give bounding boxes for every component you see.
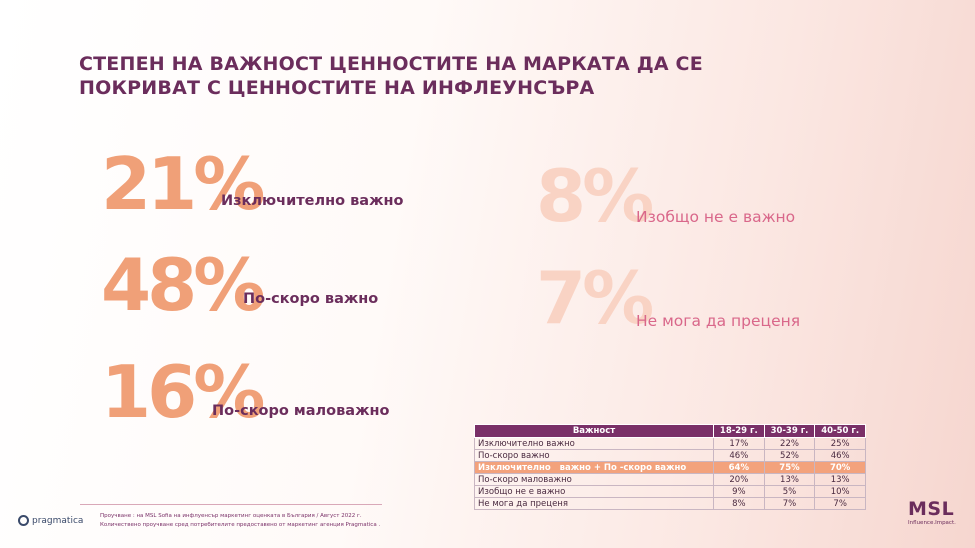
table-cell: 64% [713, 461, 765, 474]
table-header-age-18-29: 18-29 г. [713, 424, 765, 438]
table-cell: По-скоро важно [474, 449, 714, 462]
stat-cannot-judge-label: Не мога да преценя [636, 312, 801, 330]
table-row: По-скоро маловажно 20% 13% 13% [474, 473, 866, 486]
table-row-highlighted: Изключително важно + По -скоро важно 64%… [474, 461, 866, 474]
table-cell: Изключително важно [474, 437, 714, 450]
table-row: По-скоро важно 46% 52% 46% [474, 449, 866, 462]
age-breakdown-table: Важност 18-29 г. 30-39 г. 40-50 г. Изклю… [474, 424, 866, 510]
pragmatica-logo-icon [18, 515, 29, 526]
table-row: Изключително важно 17% 22% 25% [474, 437, 866, 450]
pragmatica-logo-text: pragmatica [32, 515, 84, 526]
table-cell: Изключително важно + По -скоро важно [474, 461, 714, 474]
stat-extremely-important-value: 21% [101, 142, 265, 226]
footnote-line-1: Проучване : на MSL Sofia на инфлуенсър м… [100, 513, 362, 519]
table-row: Изобщо не е важно 9% 5% 10% [474, 485, 866, 498]
table-cell: 46% [713, 449, 765, 462]
stat-not-important-label: Изобщо не е важно [636, 208, 796, 226]
footnote-divider [80, 504, 382, 505]
table-header-age-40-50: 40-50 г. [814, 424, 866, 438]
table-cell: 7% [814, 497, 866, 510]
table-cell: 25% [814, 437, 866, 450]
table-cell: 46% [814, 449, 866, 462]
table-cell: 20% [713, 473, 765, 486]
table-cell: 13% [763, 473, 815, 486]
footnote-line-2: Количествено проучване сред потребителит… [100, 522, 381, 528]
table-cell: 17% [713, 437, 765, 450]
pragmatica-logo: pragmatica [18, 515, 83, 526]
table-cell: 9% [713, 485, 765, 498]
msl-logo-tagline: Influence.Impact. [908, 520, 956, 526]
table-header-importance: Важност [474, 424, 714, 438]
table-cell: 52% [763, 449, 815, 462]
stat-cannot-judge-value: 7% [536, 256, 654, 340]
table-cell: 75% [763, 461, 815, 474]
table-cell: Изобщо не е важно [474, 485, 714, 498]
table-cell: 5% [763, 485, 815, 498]
table-header-row: Важност 18-29 г. 30-39 г. 40-50 г. [474, 424, 866, 438]
table-cell: По-скоро маловажно [474, 473, 714, 486]
table-cell: 13% [814, 473, 866, 486]
msl-logo-text: MSL [908, 498, 955, 520]
table-cell: 7% [763, 497, 815, 510]
stat-extremely-important-label: Изключително важно [221, 193, 404, 209]
msl-logo: MSL Influence.Impact. [908, 498, 956, 527]
title-line-1: СТЕПЕН НА ВАЖНОСТ ЦЕННОСТИТЕ НА МАРКАТА … [79, 53, 703, 75]
table-cell: 70% [814, 461, 866, 474]
table-header-age-30-39: 30-39 г. [763, 424, 816, 438]
stat-rather-unimportant-label: По-скоро маловажно [212, 403, 390, 419]
page-title: СТЕПЕН НА ВАЖНОСТ ЦЕННОСТИТЕ НА МАРКАТА … [79, 52, 779, 100]
stat-not-important-value: 8% [536, 154, 654, 238]
stat-rather-unimportant-value: 16% [101, 350, 265, 434]
table-cell: 8% [713, 497, 765, 510]
stat-rather-important-label: По-скоро важно [243, 291, 379, 307]
table-row: Не мога да преценя 8% 7% 7% [474, 497, 866, 510]
stat-rather-important-value: 48% [101, 243, 265, 327]
title-line-2: ПОКРИВАТ С ЦЕННОСТИТЕ НА ИНФЛЕУНСЪРА [79, 77, 595, 99]
table-cell: 10% [814, 485, 866, 498]
table-cell: 22% [763, 437, 815, 450]
table-cell: Не мога да преценя [474, 497, 714, 510]
